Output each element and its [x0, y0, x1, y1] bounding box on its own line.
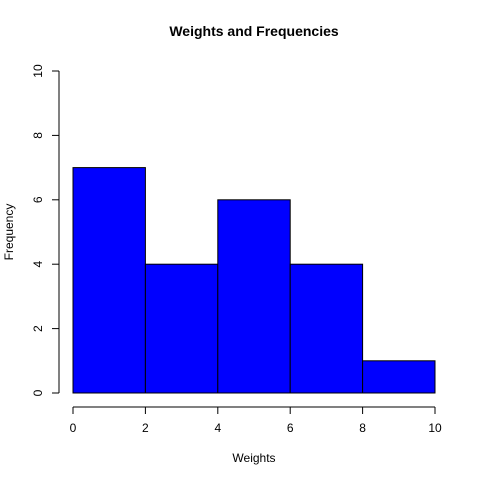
y-tick-label: 2 — [31, 325, 45, 332]
x-tick-label: 8 — [359, 421, 366, 435]
histogram-bar-6-8 — [289, 263, 364, 394]
x-tick-label: 6 — [287, 421, 294, 435]
x-axis: 0 2 4 6 8 10 — [70, 406, 442, 435]
bars-group — [72, 167, 436, 394]
chart-title: Weights and Frequencies — [169, 23, 339, 39]
y-tick-label: 10 — [31, 64, 45, 78]
y-axis-label: Frequency — [2, 204, 16, 261]
histogram-bar-4-6 — [217, 199, 291, 394]
y-axis: 0 2 4 6 8 10 — [31, 64, 60, 396]
x-tick-label: 10 — [428, 421, 442, 435]
x-tick-label: 0 — [70, 421, 77, 435]
histogram-bar-2-4 — [144, 263, 219, 394]
histogram-bar-8-10 — [362, 360, 436, 394]
x-tick-label: 2 — [142, 421, 149, 435]
y-tick-label: 0 — [31, 389, 45, 396]
x-tick-label: 4 — [214, 421, 221, 435]
x-axis-label: Weights — [232, 451, 275, 465]
histogram-bar-0-2 — [72, 167, 146, 394]
y-tick-label: 6 — [31, 196, 45, 203]
y-tick-label: 4 — [31, 261, 45, 268]
y-tick-label: 8 — [31, 132, 45, 139]
